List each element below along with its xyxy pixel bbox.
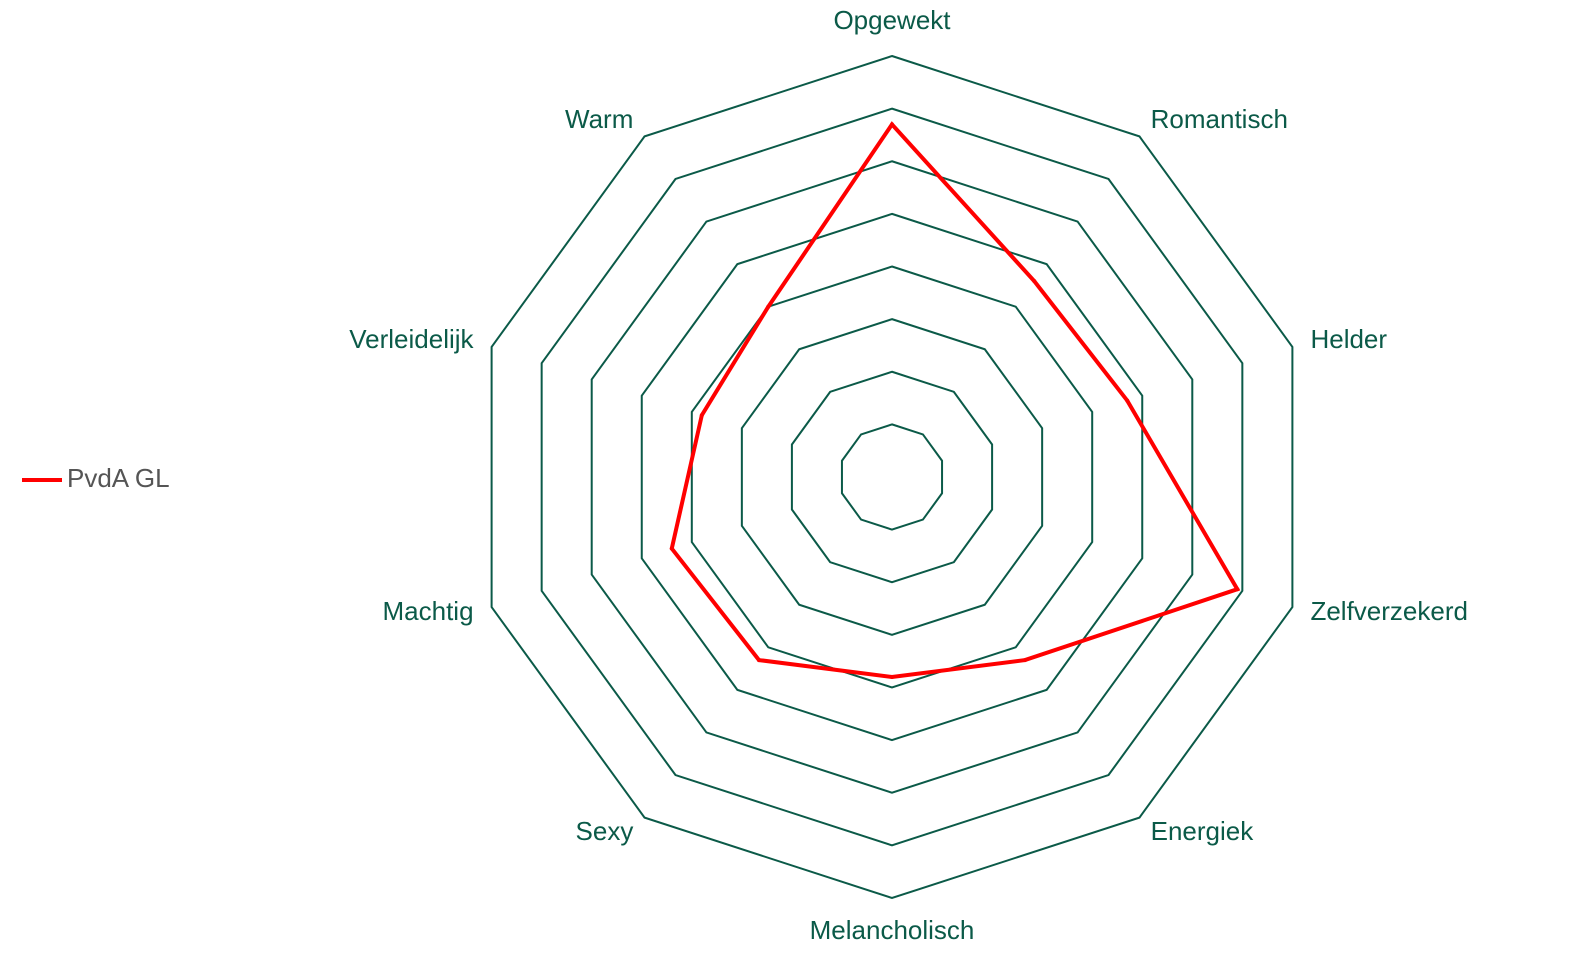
legend-label-pvda-gl[interactable]: PvdA GL	[67, 463, 170, 493]
series-line-pvda-gl	[669, 121, 1241, 679]
axis-label-warm: Warm	[565, 104, 633, 134]
data-point-machtig	[669, 546, 674, 551]
grid-ring-3	[740, 318, 1044, 636]
data-point-zelfverzekerd	[1235, 587, 1240, 592]
grid-ring-1	[840, 423, 944, 531]
axis-label-energiek: Energiek	[1151, 816, 1255, 846]
data-point-warm	[766, 304, 771, 309]
axis-label-helder: Helder	[1310, 324, 1387, 354]
grid-ring-5	[640, 212, 1144, 742]
data-point-sexy	[756, 658, 761, 663]
grid-ring-8	[490, 54, 1294, 900]
data-point-energiek	[1023, 658, 1028, 663]
axis-labels: Opgewekt Romantisch Helder Zelfverzekerd Ene…	[349, 5, 1468, 945]
legend[interactable]: PvdA GL	[22, 463, 170, 493]
grid-ring-7	[540, 107, 1244, 847]
axis-label-melancholisch: Melancholisch	[810, 915, 975, 945]
axis-label-sexy: Sexy	[576, 816, 634, 846]
data-point-verleidelijk	[699, 413, 704, 418]
data-point-melancholisch	[890, 674, 894, 679]
axis-label-machtig: Machtig	[382, 596, 473, 626]
axis-label-verleidelijk: Verleidelijk	[349, 324, 474, 354]
data-point-helder	[1125, 398, 1130, 403]
series-layer	[669, 121, 1241, 679]
data-point-opgewekt	[890, 122, 894, 127]
axis-label-opgewekt: Opgewekt	[833, 5, 951, 35]
axis-label-romantisch: Romantisch	[1151, 104, 1288, 134]
grid-ring-4	[690, 265, 1094, 689]
radar-grid	[490, 54, 1294, 900]
data-point-romantisch	[1032, 279, 1037, 284]
grid-ring-2	[790, 370, 994, 584]
axis-label-zelfverzekerd: Zelfverzekerd	[1310, 596, 1468, 626]
grid-ring-6	[590, 160, 1194, 794]
